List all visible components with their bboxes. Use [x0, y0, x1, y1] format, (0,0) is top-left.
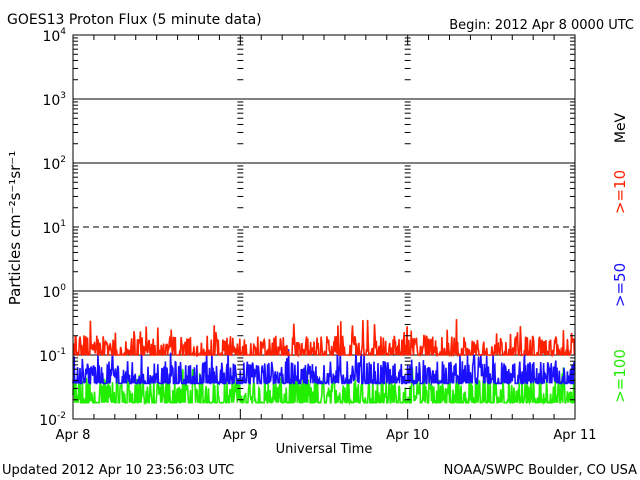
y-tick-exponent: 1 [60, 219, 66, 229]
series-line-ge100 [72, 367, 576, 406]
y-tick-base: 10 [42, 285, 60, 301]
y-tick-label: 10-2 [39, 411, 66, 429]
y-tick-base: 10 [42, 221, 60, 237]
series-group [72, 319, 576, 406]
tick-group [72, 35, 576, 419]
x-tick-label: Apr 9 [223, 428, 258, 443]
x-tick-label: Apr 11 [553, 428, 596, 443]
y-axis-label: Particles cm⁻²s⁻¹sr⁻¹ [6, 151, 24, 305]
x-tick-label: Apr 10 [386, 428, 429, 443]
credit-label: NOAA/SWPC Boulder, CO USA [444, 463, 637, 478]
y-tick-exponent: -2 [57, 411, 66, 421]
grid [73, 98, 575, 356]
x-tick-label: Apr 8 [56, 428, 91, 443]
updated-timestamp: Updated 2012 Apr 10 23:56:03 UTC [2, 463, 234, 478]
begin-label: Begin: 2012 Apr 8 0000 UTC [449, 18, 634, 33]
y-tick-label: 102 [42, 155, 66, 173]
y-tick-exponent: 2 [60, 155, 66, 165]
y-tick-label: 100 [42, 283, 66, 301]
y-tick-label: 101 [42, 219, 66, 237]
y-tick-base: 10 [39, 349, 57, 365]
y-tick-exponent: 3 [60, 91, 66, 101]
y-tick-base: 10 [42, 93, 60, 109]
y-tick-label: 10-1 [39, 347, 66, 365]
y-tick-label: 103 [42, 91, 66, 109]
series-line-ge50 [72, 349, 576, 387]
x-tick-labels: Apr 8 Apr 9 Apr 10 Apr 11 [56, 428, 597, 443]
chart-title: GOES13 Proton Flux (5 minute data) [7, 12, 262, 28]
series-line-ge10 [72, 319, 576, 358]
y-tick-label: 104 [42, 27, 66, 45]
y-tick-exponent: 0 [60, 283, 66, 293]
y-tick-exponent: -1 [57, 347, 66, 357]
y-tick-exponent: 4 [60, 27, 66, 37]
x-axis-label: Universal Time [276, 442, 373, 457]
legend-ge10: >=10 [611, 170, 629, 214]
y-tick-base: 10 [42, 29, 60, 45]
legend-ge100: >=100 [611, 349, 629, 403]
y-tick-base: 10 [42, 157, 60, 173]
unit-label: MeV [613, 112, 629, 143]
y-tick-base: 10 [39, 413, 57, 429]
legend-ge50: >=50 [611, 263, 629, 307]
